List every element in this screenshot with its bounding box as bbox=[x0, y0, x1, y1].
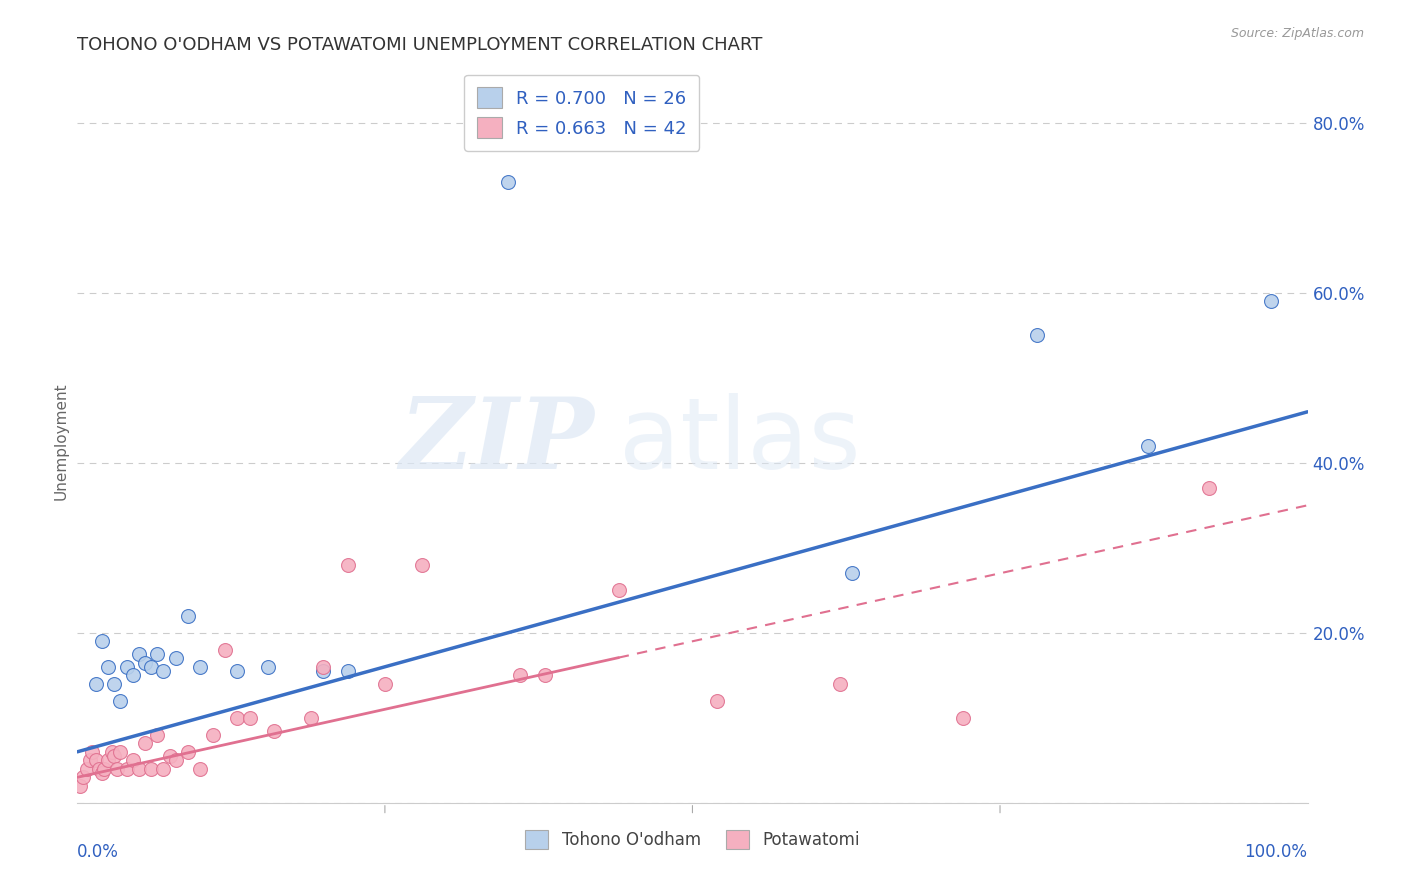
Point bbox=[177, 745, 200, 759]
Point bbox=[1136, 439, 1159, 453]
Point bbox=[82, 745, 104, 759]
Point bbox=[97, 660, 120, 674]
Text: Source: ZipAtlas.com: Source: ZipAtlas.com bbox=[1230, 27, 1364, 40]
Point bbox=[263, 723, 285, 738]
Point bbox=[841, 566, 863, 581]
Point bbox=[374, 677, 396, 691]
Point bbox=[93, 762, 115, 776]
Text: 100.0%: 100.0% bbox=[1244, 843, 1308, 861]
Point bbox=[312, 660, 335, 674]
Point bbox=[607, 583, 630, 598]
Point bbox=[90, 766, 114, 780]
Point bbox=[79, 753, 101, 767]
Point bbox=[84, 753, 107, 767]
Text: TOHONO O'ODHAM VS POTAWATOMI UNEMPLOYMENT CORRELATION CHART: TOHONO O'ODHAM VS POTAWATOMI UNEMPLOYMEN… bbox=[77, 36, 762, 54]
Point bbox=[1260, 294, 1282, 309]
Point bbox=[1198, 481, 1220, 495]
Point bbox=[89, 762, 111, 776]
Text: 0.0%: 0.0% bbox=[77, 843, 120, 861]
Point bbox=[830, 677, 852, 691]
Point bbox=[128, 647, 150, 661]
Point bbox=[115, 660, 138, 674]
Legend: Tohono O'odham, Potawatomi: Tohono O'odham, Potawatomi bbox=[519, 823, 866, 856]
Point bbox=[165, 651, 187, 665]
Point bbox=[534, 668, 557, 682]
Point bbox=[159, 749, 181, 764]
Point bbox=[312, 664, 335, 678]
Point bbox=[299, 711, 322, 725]
Point bbox=[90, 634, 114, 648]
Point bbox=[134, 656, 156, 670]
Point bbox=[188, 660, 212, 674]
Text: atlas: atlas bbox=[619, 393, 860, 490]
Point bbox=[152, 762, 174, 776]
Point bbox=[496, 175, 519, 189]
Point bbox=[214, 642, 236, 657]
Point bbox=[69, 779, 91, 793]
Point bbox=[121, 753, 143, 767]
Point bbox=[337, 664, 360, 678]
Point bbox=[141, 660, 163, 674]
Point bbox=[141, 762, 163, 776]
Point bbox=[165, 753, 187, 767]
Point bbox=[110, 694, 132, 708]
Point bbox=[706, 694, 728, 708]
Point bbox=[84, 677, 107, 691]
Point bbox=[121, 668, 143, 682]
Point bbox=[226, 711, 249, 725]
Point bbox=[105, 762, 128, 776]
Point bbox=[97, 753, 120, 767]
Point bbox=[226, 664, 249, 678]
Point bbox=[257, 660, 280, 674]
Point bbox=[201, 728, 224, 742]
Point bbox=[115, 762, 138, 776]
Point bbox=[239, 711, 262, 725]
Point bbox=[72, 770, 94, 784]
Point bbox=[76, 762, 98, 776]
Point bbox=[146, 647, 169, 661]
Y-axis label: Unemployment: Unemployment bbox=[53, 383, 69, 500]
Point bbox=[103, 749, 125, 764]
Point bbox=[509, 668, 531, 682]
Point bbox=[110, 745, 132, 759]
Point bbox=[188, 762, 212, 776]
Point bbox=[128, 762, 150, 776]
Point bbox=[101, 745, 124, 759]
Point bbox=[177, 608, 200, 623]
Point bbox=[103, 677, 125, 691]
Point bbox=[152, 664, 174, 678]
Point bbox=[1026, 328, 1049, 343]
Point bbox=[337, 558, 360, 572]
Point bbox=[134, 736, 156, 750]
Point bbox=[146, 728, 169, 742]
Point bbox=[952, 711, 974, 725]
Text: ZIP: ZIP bbox=[399, 393, 595, 490]
Point bbox=[411, 558, 433, 572]
